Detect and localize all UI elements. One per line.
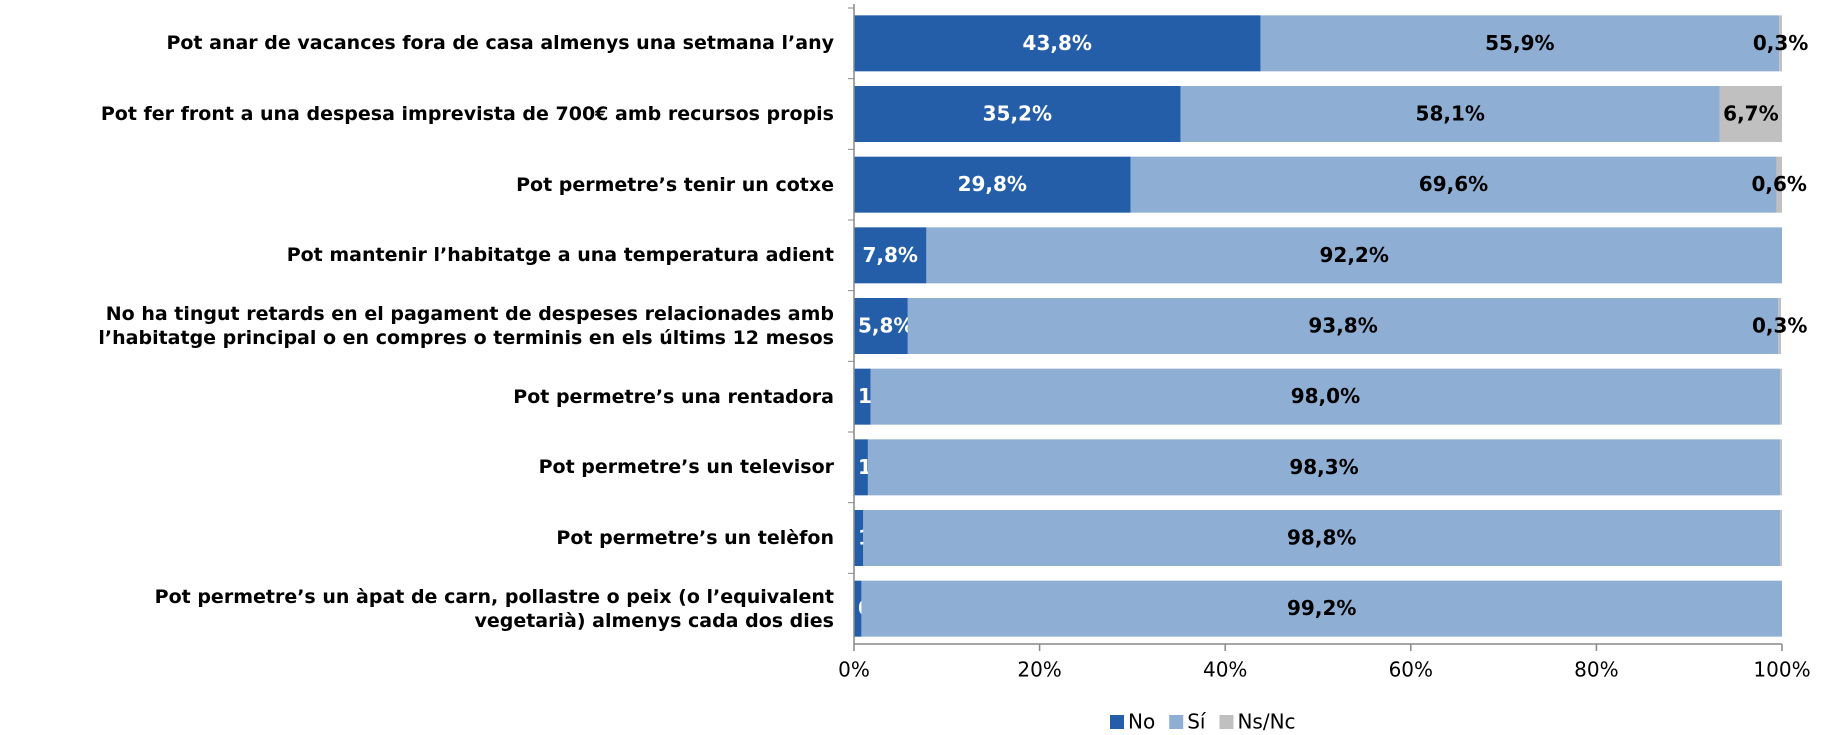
category-label: Pot permetre’s una rentadora (513, 385, 834, 408)
value-label: 0,3% (1752, 314, 1807, 338)
bar-segment (854, 227, 927, 284)
value-label: 98,0% (1291, 384, 1360, 408)
bar-segment (867, 439, 1781, 496)
value-label: 5,8% (858, 314, 913, 338)
legend-label: No (1128, 710, 1155, 734)
bar-segment (854, 298, 908, 354)
bar-segment (1180, 86, 1720, 142)
category-label: Pot mantenir l’habitatge a una temperatu… (286, 244, 834, 267)
bar-segment (854, 156, 1131, 213)
bar-segment (1780, 510, 1782, 566)
category-label: Pot permetre’s un àpat de carn, pollastr… (154, 585, 834, 632)
value-label: 69,6% (1419, 172, 1488, 196)
bar-segment (854, 439, 868, 496)
x-tick-label: 0% (838, 658, 870, 682)
category-label: Pot fer front a una despesa imprevista d… (100, 103, 834, 125)
category-label: Pot permetre’s un televisor (538, 456, 834, 479)
bar-segment (926, 227, 1782, 284)
value-label: 58,1% (1416, 102, 1485, 126)
value-label: 0,6% (1751, 172, 1806, 196)
bar-segment (854, 86, 1181, 142)
bar-segment (870, 368, 1781, 425)
x-tick-label: 100% (1753, 658, 1810, 682)
legend-label: Ns/Nc (1237, 710, 1295, 734)
legend-label: Sí (1187, 710, 1207, 734)
value-label: 35,2% (983, 102, 1052, 126)
bar-segment (854, 15, 1261, 72)
bar-segment (854, 368, 871, 425)
value-label: 43,8% (1023, 31, 1092, 55)
value-label: 93,8% (1308, 314, 1377, 338)
category-label: Pot anar de vacances fora de casa almeny… (166, 32, 834, 55)
x-tick-label: 20% (1017, 658, 1061, 682)
bar-segment (1779, 15, 1782, 72)
value-label: 55,9% (1485, 31, 1554, 55)
bar-segment (854, 580, 862, 637)
value-label: 98,3% (1289, 455, 1358, 479)
category-label: No ha tingut retards en el pagament de d… (98, 303, 834, 349)
bar-segment (907, 298, 1779, 354)
bar-segment (1776, 156, 1782, 213)
value-label: 0,3% (1753, 31, 1808, 55)
legend-swatch (1110, 715, 1124, 729)
x-tick-label: 80% (1574, 658, 1618, 682)
bar-segment (854, 510, 864, 566)
value-label: 98,8% (1287, 526, 1356, 550)
x-tick-label: 60% (1389, 658, 1433, 682)
value-label: 7,8% (862, 243, 917, 267)
bar-segment (1780, 439, 1782, 496)
bar-segment (1778, 298, 1782, 354)
value-label: 29,8% (958, 172, 1027, 196)
legend-swatch (1169, 715, 1184, 729)
category-label: Pot permetre’s un telèfon (556, 527, 834, 549)
legend-swatch (1219, 715, 1234, 729)
bar-segment (1780, 368, 1782, 425)
bar-segment (861, 580, 1782, 637)
bar-segment (1260, 15, 1780, 72)
value-label: 6,7% (1723, 102, 1778, 126)
value-label: 99,2% (1287, 596, 1356, 620)
x-tick-label: 40% (1203, 658, 1247, 682)
bar-segment (863, 510, 1781, 566)
bar-segment (1130, 156, 1777, 213)
category-label: Pot permetre’s tenir un cotxe (516, 173, 834, 196)
value-label: 92,2% (1319, 243, 1388, 267)
bar-segment (1719, 86, 1782, 142)
